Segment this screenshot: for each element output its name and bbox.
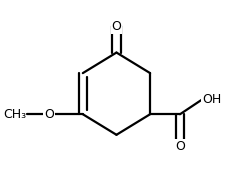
Text: O: O (111, 20, 121, 33)
Text: O: O (174, 140, 184, 153)
Text: O: O (44, 108, 54, 121)
Text: CH₃: CH₃ (4, 108, 27, 121)
Text: OH: OH (202, 93, 221, 106)
